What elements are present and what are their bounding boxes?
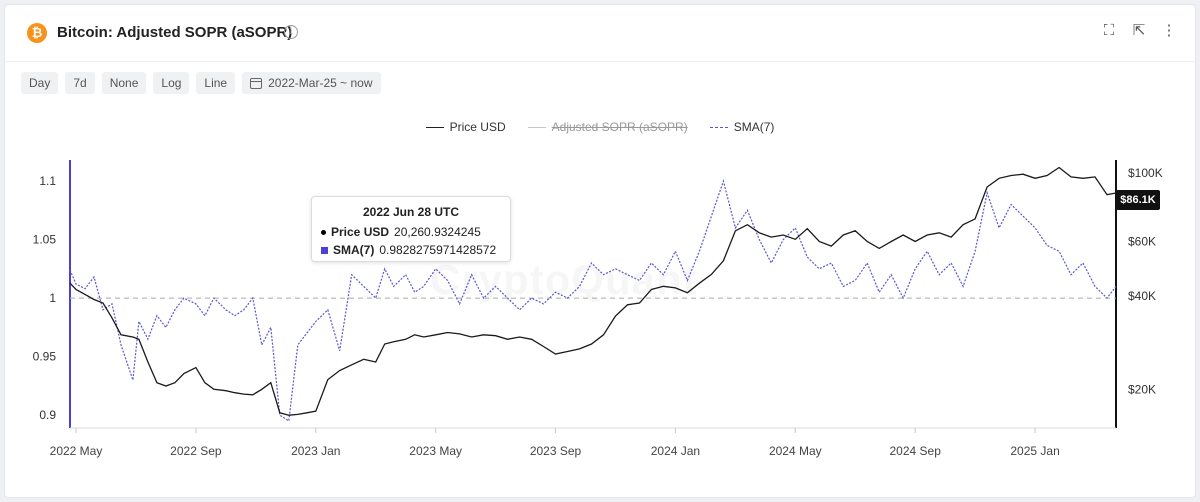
legend-item-sma[interactable]: SMA(7): [709, 120, 775, 134]
x-tick-label: 2024 Sep: [889, 444, 941, 458]
tooltip-price-label: Price USD: [331, 225, 390, 239]
chart-tooltip: 2022 Jun 28 UTC Price USD 20,260.9324245…: [311, 196, 511, 262]
tooltip-price-value: 20,260.9324245: [394, 225, 481, 239]
bitcoin-logo-icon: ₿: [27, 23, 47, 43]
y-right-tick-label: $100K: [1128, 166, 1163, 180]
tooltip-row-price: Price USD 20,260.9324245: [321, 225, 481, 239]
smoothing-none-button[interactable]: None: [101, 72, 147, 94]
tooltip-row-sma: SMA(7) 0.9828275971428572: [321, 243, 496, 257]
card-header: ₿ Bitcoin: Adjusted SOPR (aSOPR) i ⛶ ⇱ ⋮: [5, 5, 1195, 61]
legend-label-sma: SMA(7): [733, 120, 775, 134]
legend-swatch-price: [425, 126, 444, 128]
calendar-icon: [250, 77, 263, 89]
y-right-tick-label: $60K: [1128, 235, 1156, 249]
window-7d-button[interactable]: 7d: [65, 72, 95, 94]
x-tick-label: 2023 May: [409, 444, 462, 458]
y-left-tick-label: 1: [49, 291, 56, 305]
tooltip-sma-marker: [321, 246, 328, 254]
date-range-label: 2022-Mar-25 ~ now: [268, 76, 373, 90]
legend-item-asopr[interactable]: Adjusted SOPR (aSOPR): [527, 120, 688, 134]
chart-title: Bitcoin: Adjusted SOPR (aSOPR): [57, 24, 293, 41]
x-tick-label: 2023 Jan: [291, 444, 340, 458]
external-link-icon[interactable]: ⇱: [1132, 22, 1146, 39]
header-actions: ⛶ ⇱ ⋮: [1101, 23, 1177, 39]
x-tick-label: 2022 Sep: [170, 444, 222, 458]
sma7-series-line: [69, 179, 1117, 423]
x-tick-label: 2024 May: [769, 444, 822, 458]
y-left-tick-label: 1.1: [39, 174, 56, 188]
x-tick-label: 2023 Sep: [530, 444, 582, 458]
fullscreen-icon[interactable]: ⛶: [1103, 22, 1115, 39]
price-usd-series-line: [69, 166, 1117, 416]
header-divider: [5, 61, 1195, 62]
legend-swatch-asopr: [527, 126, 546, 128]
tooltip-sma-label: SMA(7): [333, 243, 375, 257]
y-right-tick-label: $40K: [1128, 289, 1156, 303]
scale-log-button[interactable]: Log: [153, 72, 190, 94]
resolution-day-button[interactable]: Day: [21, 72, 59, 94]
last-price-badge: $86.1K: [1116, 190, 1160, 210]
y-left-tick-label: 1.05: [33, 233, 57, 247]
tooltip-date: 2022 Jun 28 UTC: [362, 205, 460, 219]
info-icon[interactable]: i: [284, 25, 298, 39]
y-left-tick-label: 0.95: [33, 350, 57, 364]
legend-item-price[interactable]: Price USD: [425, 120, 506, 134]
tooltip-price-marker: [321, 229, 326, 235]
tooltip-sma-value: 0.9828275971428572: [379, 243, 497, 257]
date-range-picker[interactable]: 2022-Mar-25 ~ now: [242, 72, 381, 94]
x-tick-label: 2025 Jan: [1010, 444, 1059, 458]
legend-label-price: Price USD: [449, 120, 506, 134]
chart-legend: Price USD Adjusted SOPR (aSOPR) SMA(7): [0, 120, 1200, 134]
chart-type-line-button[interactable]: Line: [196, 72, 236, 94]
x-tick-label: 2022 May: [50, 444, 103, 458]
legend-label-asopr: Adjusted SOPR (aSOPR): [551, 120, 688, 134]
x-tick-label: 2024 Jan: [651, 444, 700, 458]
more-vertical-icon[interactable]: ⋮: [1161, 22, 1177, 39]
chart-toolbar: Day 7d None Log Line 2022-Mar-25 ~ now: [21, 72, 381, 94]
legend-swatch-sma: [709, 126, 728, 128]
y-right-tick-label: $20K: [1128, 382, 1156, 396]
y-left-tick-label: 0.9: [39, 408, 56, 422]
